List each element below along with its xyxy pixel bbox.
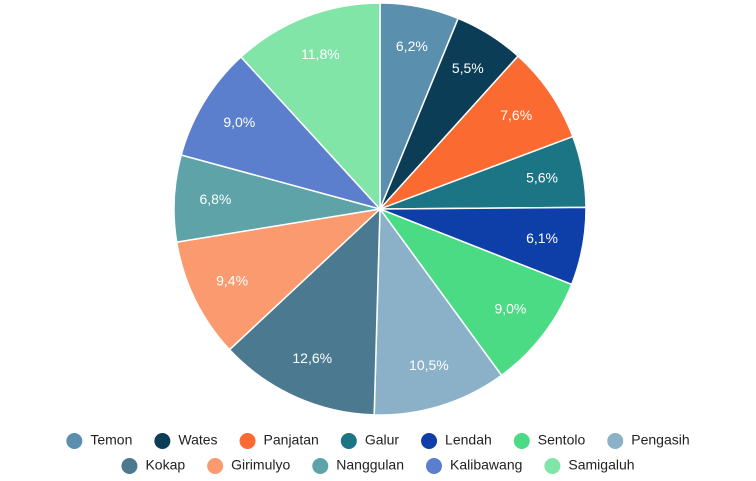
legend-swatch [421, 433, 438, 449]
pie-slice [379, 55, 574, 210]
legend-label: Panjatan [264, 432, 319, 448]
legend-swatch [207, 458, 224, 474]
legend-swatch [154, 433, 171, 449]
pie-slice [228, 207, 381, 416]
legend-swatch [340, 433, 357, 449]
slice-label: 9,4% [216, 272, 248, 288]
pie-slice [175, 207, 383, 351]
pie-slice [373, 206, 503, 416]
slice-label: 10,5% [409, 357, 449, 373]
slice-label: 11,8% [301, 46, 340, 62]
legend-label: Nanggulan [336, 457, 404, 473]
legend-swatch [426, 458, 443, 474]
legend-label: Pengasih [631, 432, 689, 448]
legend-swatch [513, 433, 530, 449]
slice-label: 6,8% [199, 191, 231, 207]
legend-swatch [312, 458, 329, 474]
legend-row: Kokap Girimulyo Nanggulan Kalibawang Samigal… [121, 457, 635, 474]
slice-label: 9,0% [494, 300, 526, 316]
legend-swatch [239, 433, 256, 449]
legend-label: Kalibawang [450, 457, 522, 473]
slice-label: 6,1% [526, 230, 558, 246]
legend-swatch [607, 433, 624, 449]
legend-swatch [121, 458, 138, 474]
slice-label: 5,5% [452, 60, 484, 76]
legend-swatch [66, 433, 83, 449]
slice-label: 6,2% [396, 38, 428, 54]
legend-label: Galur [365, 432, 400, 448]
slice-label: 5,6% [526, 170, 558, 186]
legend-swatch [544, 458, 561, 474]
slice-label: 12,6% [292, 350, 332, 366]
legend-label: Wates [178, 432, 217, 448]
legend-label: Samigaluh [568, 457, 634, 473]
pie-slice [180, 55, 383, 211]
legend-label: Sentolo [538, 432, 586, 448]
pie-slice [377, 207, 573, 377]
legend-row: Temon Wates Panjatan Galur Lendah Sentolo Peng… [66, 432, 690, 449]
legend-label: Lendah [445, 432, 492, 448]
slice-label: 7,6% [500, 107, 532, 123]
slice-label: 9,0% [223, 114, 255, 130]
legend-label: Temon [90, 432, 132, 448]
pie-slice [239, 2, 381, 211]
legend-label: Girimulyo [231, 457, 290, 473]
legend-label: Kokap [145, 457, 185, 473]
